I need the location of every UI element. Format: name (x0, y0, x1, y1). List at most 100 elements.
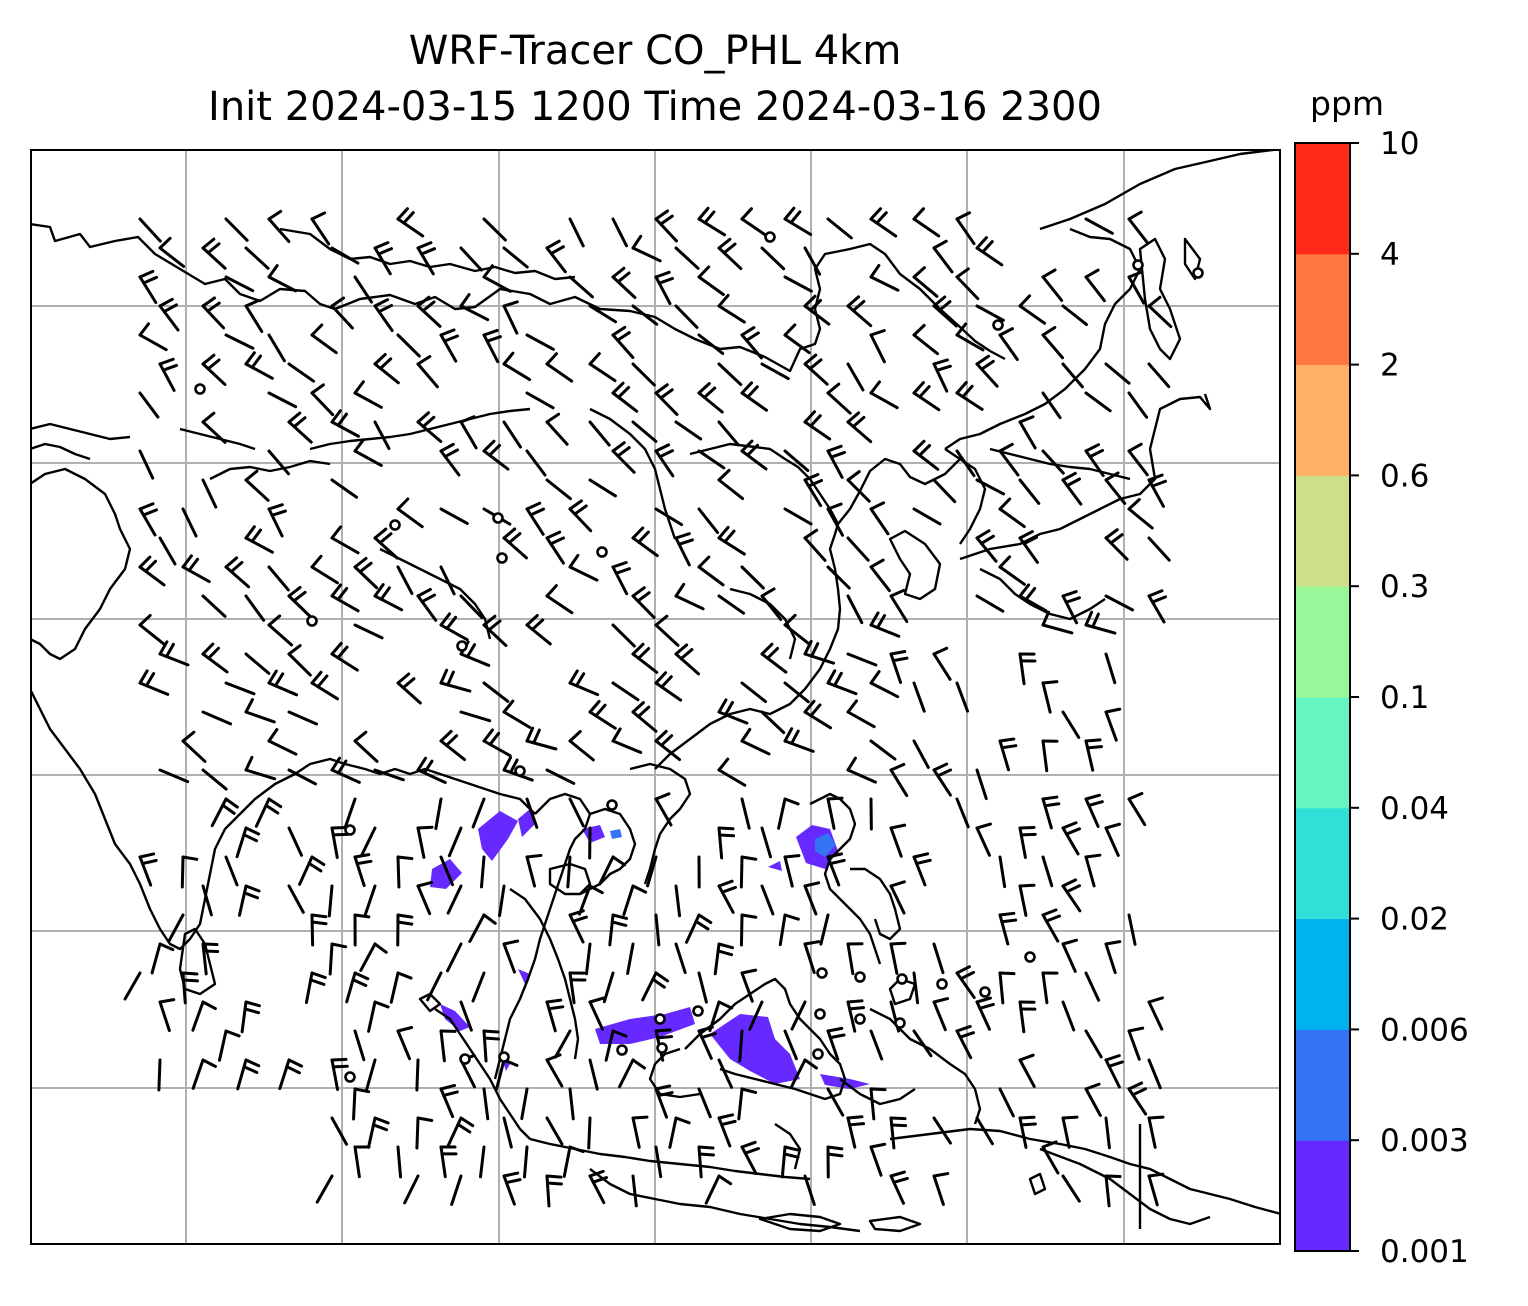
wind-barb (588, 996, 605, 1031)
wind-barb (1147, 295, 1173, 329)
wind-barb (359, 942, 388, 972)
wind-barb (439, 612, 469, 642)
wind-barb (697, 333, 725, 355)
wind-barb (367, 1000, 390, 1033)
wind-barb (577, 884, 604, 916)
wind-barb (760, 642, 788, 674)
wind-barb (396, 207, 425, 238)
wind-barb (235, 826, 261, 859)
wind-barb (426, 971, 443, 1002)
wind-barb (167, 913, 185, 943)
wind-barb (373, 352, 400, 385)
wind-barb (1104, 707, 1122, 742)
wind-barb (826, 565, 851, 590)
wind-barb (201, 594, 227, 618)
wind-barb (740, 797, 751, 830)
wind-barb (482, 217, 507, 242)
chart-subtitle: Init 2024-03-15 1200 Time 2024-03-16 230… (208, 84, 1102, 130)
wind-barb (244, 469, 270, 502)
wind-barb (955, 449, 976, 478)
wind-barb (955, 681, 970, 713)
wind-barb (416, 295, 442, 328)
wind-barb (1147, 473, 1167, 508)
wind-barb (748, 1000, 764, 1031)
wind-barb (1084, 1029, 1103, 1059)
wind-barb (415, 1116, 434, 1150)
wind-barb (611, 441, 636, 474)
colorbar-tick-label: 0.6 (1380, 458, 1429, 494)
wind-barb (587, 1116, 592, 1150)
wind-barb (138, 669, 170, 696)
calm-marker (194, 383, 206, 395)
wind-barb (611, 560, 631, 596)
wind-barb (869, 558, 891, 593)
wind-barb (439, 1145, 458, 1179)
wind-barb (201, 478, 218, 509)
wind-barb (740, 381, 769, 412)
wind-barb (525, 726, 558, 751)
wind-barb (1084, 268, 1106, 303)
wind-barb (416, 825, 434, 859)
wind-barb (846, 942, 864, 976)
calm-marker (812, 1048, 824, 1060)
wind-barb (353, 853, 373, 888)
wind-barb (739, 855, 758, 889)
wind-barb (1084, 443, 1105, 478)
wind-barb (932, 997, 950, 1032)
wind-barb (790, 1000, 807, 1031)
wind-barb (482, 614, 508, 647)
calm-marker (459, 1053, 471, 1065)
wind-barb (217, 1029, 241, 1062)
wind-barb (1127, 210, 1149, 245)
wind-barb (1061, 1115, 1079, 1149)
wind-barb (1104, 471, 1127, 505)
wind-barb (654, 729, 682, 762)
wind-barb (1084, 391, 1112, 413)
wind-barb (1018, 294, 1047, 325)
wind-barb (912, 323, 940, 356)
wind-barb (631, 420, 658, 443)
colorbar-unit: ppm (1310, 84, 1384, 123)
colorbar-ticks: 0.001 0.003 0.006 0.02 0.04 0.1 0.3 0.6 2 4 10 (1350, 126, 1469, 1270)
wind-barb (846, 1115, 866, 1149)
wind-barb (869, 739, 897, 761)
wind-barb (267, 727, 298, 756)
wind-barb (646, 855, 658, 888)
wind-barb (396, 913, 414, 947)
wind-barb (1041, 391, 1062, 420)
wind-barb (717, 362, 743, 387)
wind-barb (502, 351, 532, 382)
wind-barb (1041, 680, 1059, 714)
wind-barb (396, 672, 422, 705)
wind-barb (244, 652, 271, 675)
colorbar-tick-label: 4 (1380, 237, 1400, 273)
wind-barb (912, 971, 920, 1005)
wind-barb (608, 913, 629, 947)
wind-barb (502, 699, 532, 729)
wind-barb (740, 207, 769, 238)
map-gridlines (30, 149, 1281, 1245)
wind-barb (846, 470, 871, 503)
wind-barb (685, 913, 713, 944)
wind-barb (568, 553, 599, 582)
wind-barb (459, 415, 478, 450)
wind-barb (955, 211, 976, 246)
wind-barb (1104, 652, 1117, 685)
wind-barb (373, 768, 405, 782)
wind-barb (224, 681, 256, 696)
wind-barb (889, 762, 909, 798)
wind-barb (224, 217, 249, 242)
wind-barb (668, 1116, 691, 1149)
wind-barb (244, 698, 276, 724)
wind-barb (611, 266, 637, 299)
wind-barb (1041, 795, 1061, 830)
wind-barb (138, 852, 158, 887)
wind-barb (717, 468, 745, 501)
wind-barb (138, 322, 168, 352)
wind-barb (654, 270, 674, 306)
wind-barb (478, 1145, 486, 1179)
wind-barb (740, 968, 758, 1003)
wind-barb (1041, 908, 1061, 943)
calm-marker (894, 1017, 906, 1029)
wind-barb (654, 209, 678, 243)
